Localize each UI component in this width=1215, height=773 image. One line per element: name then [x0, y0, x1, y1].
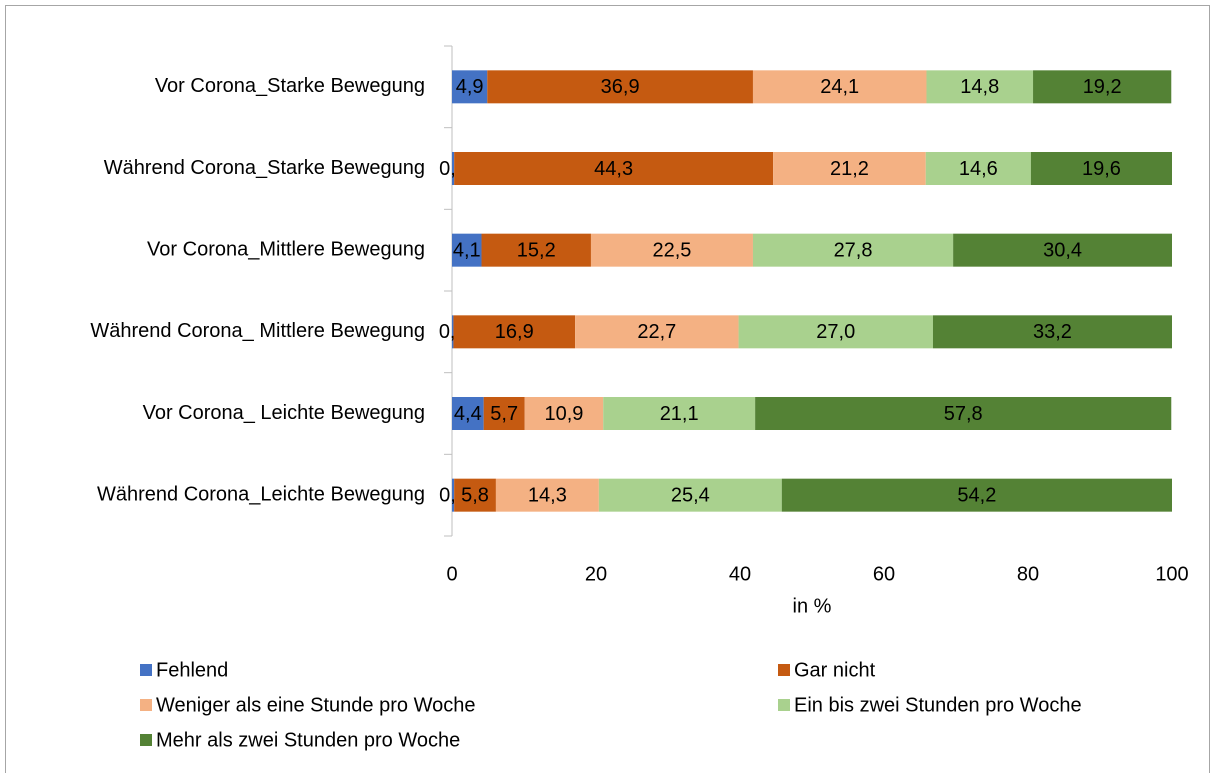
x-tick-label: 100 — [1155, 563, 1188, 585]
data-label: 21,2 — [830, 158, 869, 180]
data-label: 24,1 — [820, 76, 859, 98]
bar-segment — [452, 478, 455, 512]
data-label: 33,2 — [1033, 321, 1072, 343]
x-tick-label: 40 — [729, 563, 751, 585]
legend-label: Fehlend — [156, 659, 228, 681]
data-label: 5,7 — [490, 403, 518, 425]
x-axis-label: in % — [793, 595, 832, 617]
category-label: Vor Corona_ Leichte Bewegung — [143, 402, 425, 424]
data-label: 14,8 — [960, 76, 999, 98]
bar-segment — [773, 152, 926, 185]
legend-swatch — [140, 734, 152, 746]
data-label: 15,2 — [517, 239, 556, 261]
legend-label: Ein bis zwei Stunden pro Woche — [794, 694, 1082, 716]
x-tick-label: 60 — [873, 563, 895, 585]
data-label: 30,4 — [1043, 239, 1082, 261]
legend-label: Mehr als zwei Stunden pro Woche — [156, 729, 460, 751]
chart-border — [5, 5, 1210, 773]
data-label: 22,7 — [637, 321, 676, 343]
data-label: 4,4 — [454, 403, 482, 425]
data-label: 36,9 — [601, 76, 640, 98]
data-label: 21,1 — [660, 403, 699, 425]
data-label: 10,9 — [544, 403, 583, 425]
legend-label: Weniger als eine Stunde pro Woche — [156, 694, 475, 716]
category-label: Während Corona_Leichte Bewegung — [97, 483, 425, 505]
data-label: 14,3 — [528, 484, 567, 506]
bar-segment — [752, 233, 954, 267]
legend-swatch — [778, 699, 790, 711]
bar-segment — [487, 70, 753, 104]
bar-segment — [932, 315, 1172, 349]
data-label: 16,9 — [495, 321, 534, 343]
bar-segment — [953, 233, 1172, 267]
x-tick-label: 80 — [1017, 563, 1039, 585]
data-label: 19,6 — [1082, 158, 1121, 180]
data-label: 25,4 — [671, 484, 710, 506]
data-label: 19,2 — [1083, 76, 1122, 98]
bar-segment — [590, 233, 753, 267]
bar-segment — [452, 315, 454, 349]
x-tick-label: 0 — [446, 563, 457, 585]
bar-segment — [453, 315, 576, 349]
legend-swatch — [140, 699, 152, 711]
data-label: 22,5 — [652, 239, 691, 261]
bar-segment — [524, 397, 604, 430]
bar-segment — [925, 152, 1031, 185]
data-label: 14,6 — [959, 158, 998, 180]
bar-segment — [452, 397, 484, 430]
data-label: 44,3 — [594, 158, 633, 180]
bar-segment — [752, 70, 927, 104]
data-label: 54,2 — [957, 484, 996, 506]
bar-segment — [454, 152, 774, 185]
bar-segment — [481, 233, 591, 267]
data-label: 27,0 — [816, 321, 855, 343]
bar-segment — [452, 233, 482, 267]
bar-segment — [452, 152, 455, 185]
category-label: Während Corona_ Mittlere Bewegung — [90, 320, 425, 342]
bar-segment — [483, 397, 525, 430]
data-label: 27,8 — [834, 239, 873, 261]
bar-segment — [755, 397, 1172, 430]
category-label: Während Corona_Starke Bewegung — [104, 157, 425, 179]
legend-swatch — [778, 664, 790, 676]
bar-segment — [781, 478, 1172, 512]
bar-segment — [452, 70, 488, 104]
bar-segment — [603, 397, 756, 430]
data-label: 4,1 — [453, 239, 481, 261]
bar-segment — [454, 478, 496, 512]
data-label: 57,8 — [944, 403, 983, 425]
category-label: Vor Corona_Starke Bewegung — [155, 75, 425, 97]
x-tick-label: 20 — [585, 563, 607, 585]
bar-segment — [598, 478, 782, 512]
data-label: 5,8 — [461, 484, 489, 506]
legend-label: Gar nicht — [794, 659, 876, 681]
bar-segment — [926, 70, 1034, 104]
legend-swatch — [140, 664, 152, 676]
category-label: Vor Corona_Mittlere Bewegung — [147, 238, 425, 260]
bar-segment — [1030, 152, 1172, 185]
bar-segment — [1033, 70, 1172, 104]
bar-segment — [738, 315, 933, 349]
bar-segment — [575, 315, 739, 349]
data-label: 4,9 — [456, 76, 484, 98]
bar-segment — [495, 478, 599, 512]
